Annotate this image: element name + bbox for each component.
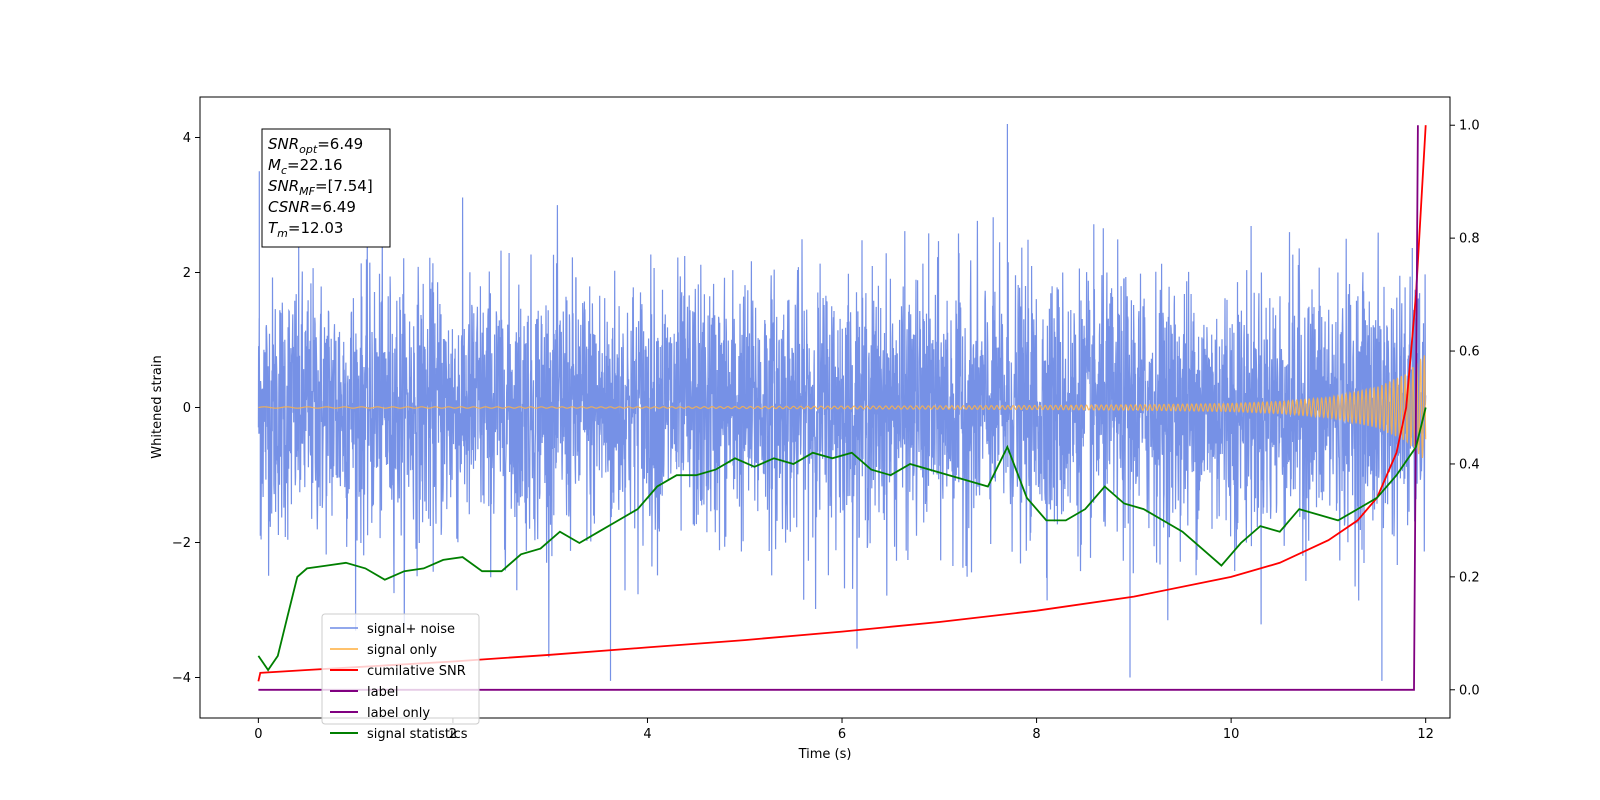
legend-frame: [321, 613, 480, 725]
y2-tick-label: 0.8: [1459, 232, 1480, 247]
y-tick-label: 4: [183, 131, 191, 146]
y-tick-label: 2: [183, 266, 191, 281]
annotation-line: CSNR=6.49: [268, 198, 356, 216]
legend-entry: signal only: [367, 643, 437, 658]
x-tick-label: 12: [1417, 727, 1434, 742]
x-tick-label: 10: [1223, 727, 1240, 742]
y-axis-label: Whitened strain: [150, 355, 165, 458]
y2-tick-label: 0.4: [1459, 457, 1480, 472]
y-axis-left: −4 −2 0 2 4: [172, 131, 200, 686]
legend-entry: signal+ noise: [367, 622, 455, 637]
y2-tick-label: 0.2: [1459, 570, 1480, 585]
annotation-line: SNRMF=[7.54]: [268, 177, 373, 198]
annotation-line: SNRopt=6.49: [268, 135, 363, 156]
x-tick-label: 6: [838, 727, 846, 742]
y-tick-label: −4: [172, 671, 191, 686]
y-tick-label: 0: [183, 401, 191, 416]
y2-tick-label: 1.0: [1459, 119, 1480, 134]
legend-entry: cumilative SNR: [367, 664, 466, 679]
legend-entry: signal statistics: [367, 727, 468, 742]
x-tick-label: 0: [254, 727, 262, 742]
legend-entry: label: [367, 685, 398, 700]
series-signal-statistics: [257, 407, 1427, 672]
snr-annotation-box: SNRopt=6.49Mc=22.16SNRMF=[7.54]CSNR=6.49…: [261, 128, 391, 248]
legend-entry: label only: [367, 706, 430, 721]
x-tick-label: 2: [449, 727, 457, 742]
annotation-line: Mc=22.16: [268, 156, 343, 177]
legend: signal+ noise signal only cumilative SNR la…: [321, 613, 480, 742]
x-tick-label: 8: [1032, 727, 1040, 742]
series-label: [258, 125, 1419, 691]
series-signal-plus-noise: [257, 124, 1427, 681]
x-axis-label: Time (s): [798, 747, 852, 762]
y-axis-right: 0.0 0.2 0.4 0.6 0.8 1.0: [1450, 119, 1480, 698]
series-signal-only: [258, 355, 1427, 459]
annotation-line: Tm=12.03: [268, 219, 343, 240]
y-tick-label: −2: [172, 536, 191, 551]
annotation-frame: [261, 128, 391, 248]
y2-tick-label: 0.6: [1459, 345, 1480, 360]
y2-tick-label: 0.0: [1459, 683, 1480, 698]
x-tick-label: 4: [643, 727, 651, 742]
